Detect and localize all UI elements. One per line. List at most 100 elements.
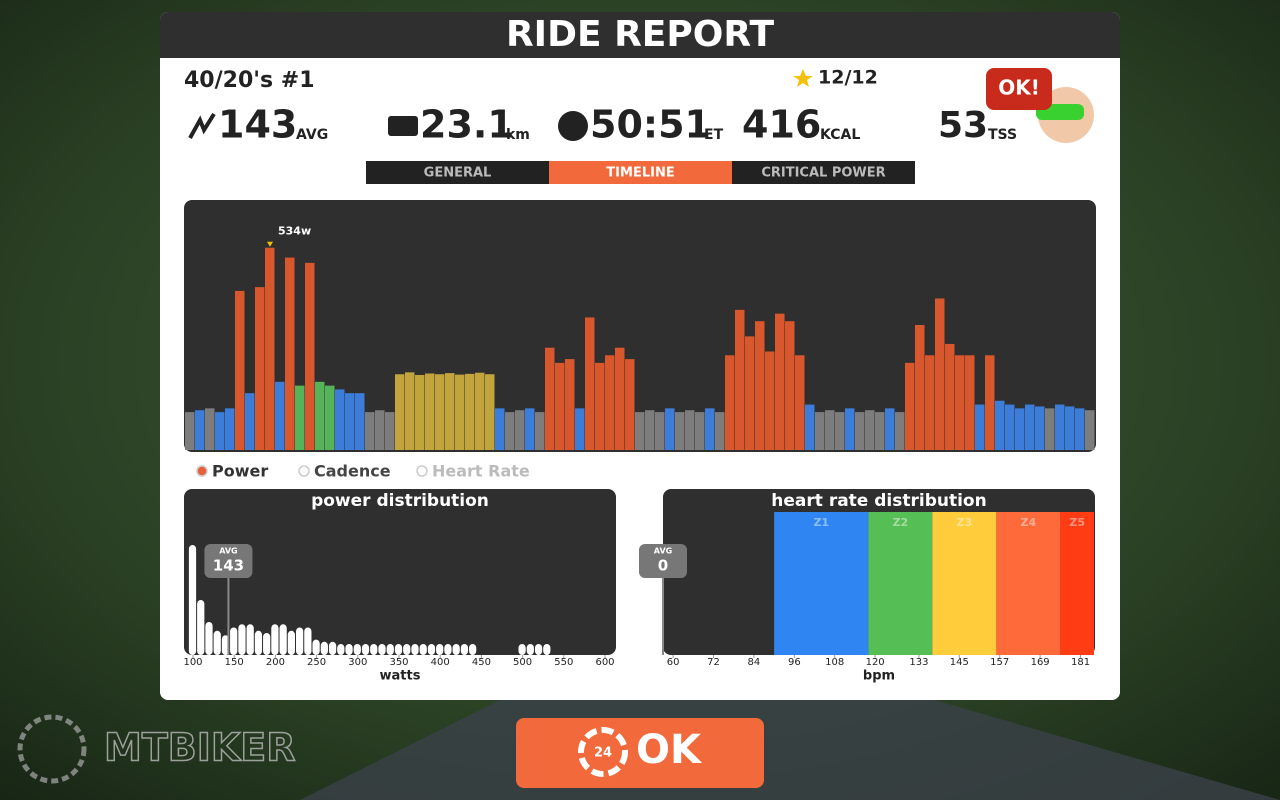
power-bar [375,410,385,450]
power-bar [385,412,395,450]
legend-dot[interactable] [196,465,208,477]
power-bar [355,393,365,450]
power-bar [655,412,665,450]
avg-value: 0 [658,557,668,575]
power-bar [975,404,985,450]
star-icon [793,69,813,87]
stat-time-unit: ET [704,127,724,143]
power-bar [235,290,245,450]
power-bar [845,408,855,450]
power-bar [855,412,865,450]
x-tick-label: 72 [707,657,720,668]
tab-label[interactable]: GENERAL [424,166,492,181]
legend-dot[interactable] [298,465,310,477]
power-bar [455,374,465,450]
chart-title: heart rate distribution [771,491,986,511]
button-label[interactable]: OK [636,727,703,773]
stat-power: 143 [218,103,297,147]
power-bar [595,362,605,450]
x-tick-label: 200 [266,657,285,668]
power-distribution-chart [184,489,616,655]
histogram-bar [271,624,279,655]
power-bar [905,362,915,450]
histogram-bar [361,644,370,655]
tab[interactable] [732,161,915,184]
power-bar [675,412,685,450]
hr-zone [996,512,1061,655]
ok-button[interactable] [516,718,764,788]
power-bar [415,375,425,450]
tab[interactable] [549,161,732,184]
histogram-bar [188,545,197,655]
histogram-bar [279,624,287,655]
hr-zone [932,512,997,655]
stat-tss: 53 [938,105,988,146]
power-bar [575,408,585,450]
histogram-bar [320,641,328,655]
power-bar [865,410,875,450]
x-tick-label: 250 [307,657,326,668]
tab-label[interactable]: TIMELINE [606,166,674,181]
avg-bubble [204,544,253,578]
power-bar [365,412,375,450]
chart-title: power distribution [311,491,489,511]
stat-distance-unit: km [506,127,530,143]
power-bar [515,410,525,450]
power-bar [715,412,725,450]
power-bar [465,373,475,450]
power-bar [735,309,745,450]
stat-power-unit: AVG [296,127,328,143]
power-bar [815,412,825,450]
histogram-bar [427,644,436,655]
x-axis-label: watts [380,669,421,684]
histogram-bar [345,644,353,655]
power-bar [245,393,255,450]
power-bar [475,372,485,450]
histogram-bar [304,627,312,655]
panel-header [160,12,1120,58]
hr-distribution: Z1 Z2 Z3 Z4 Z5 heart rate distribution 60 72 84 9… [639,491,1094,684]
power-bar [215,412,225,450]
power-bar [1035,406,1045,450]
legend-label[interactable]: Cadence [314,462,391,481]
workout-name: 40/20's #1 [184,68,315,93]
power-bar [695,412,705,450]
histogram-bar [263,633,271,655]
histogram-bar [205,622,213,655]
power-bar [615,347,625,450]
x-tick-label: 150 [225,657,244,668]
power-bar [565,359,575,450]
histogram-bar [197,600,205,655]
x-tick-label: 60 [667,657,680,668]
x-tick-label: 550 [554,657,573,668]
zone-label: Z5 [1069,516,1085,529]
tab[interactable] [366,161,549,184]
legend-dot[interactable] [416,465,428,477]
button-badge: 24 [594,746,612,761]
stat-calories-unit: KCAL [820,127,860,143]
hr-zone [774,512,869,655]
power-bar [315,381,325,450]
histogram-bar [221,635,230,655]
histogram-bar [328,641,337,655]
power-bar [885,408,895,450]
histogram-bar [534,644,543,655]
peak-label: 534w [278,225,311,238]
histogram-bar [296,627,304,655]
x-tick-label: 400 [431,657,450,668]
x-axis-label: bpm [863,669,895,684]
power-bar [395,374,405,450]
stat-time: 50:51 [590,103,711,147]
legend-label[interactable]: Power [212,462,268,481]
power-bar [545,347,555,450]
power-bar [955,355,965,450]
power-distribution: power distribution 100 150 200 250 300 350 400 4… [183,491,614,684]
tab-label[interactable]: CRITICAL POWER [761,166,885,181]
power-bar [1085,410,1095,450]
legend-label[interactable]: Heart Rate [432,462,530,481]
zone-label: Z4 [1021,516,1037,529]
histogram-bar [543,644,551,655]
x-tick-label: 169 [1031,657,1050,668]
